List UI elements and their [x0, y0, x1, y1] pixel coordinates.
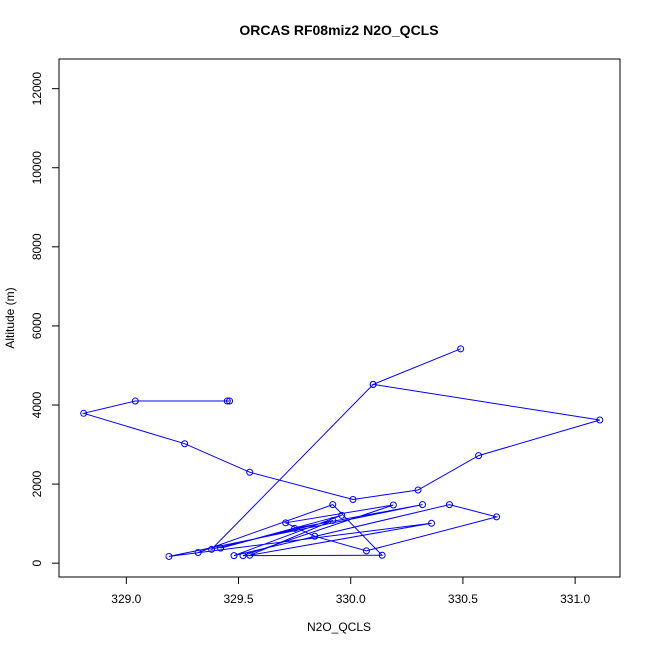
data-point [208, 545, 216, 553]
data-point [389, 501, 397, 509]
data-point [230, 552, 238, 560]
data-point [414, 486, 422, 494]
chart-title: ORCAS RF08miz2 N2O_QCLS [239, 22, 438, 38]
data-point [329, 516, 337, 524]
x-axis-label: N2O_QCLS [307, 620, 371, 634]
plot-frame [58, 58, 621, 578]
x-tick-label: 329.5 [224, 592, 254, 606]
data-point [223, 397, 231, 405]
data-point [282, 519, 290, 527]
data-point [338, 511, 346, 519]
data-point [246, 551, 254, 559]
x-tick-label: 330.5 [448, 592, 478, 606]
y-tick-label: 8000 [30, 233, 44, 260]
data-point [378, 551, 386, 559]
data-point [419, 501, 427, 509]
data-point [181, 440, 189, 448]
data-point [493, 513, 501, 521]
data-point [131, 397, 139, 405]
data-point [291, 524, 299, 532]
data-point [457, 345, 465, 353]
y-axis-label: Altitude (m) [3, 287, 17, 348]
y-tick-label: 0 [30, 560, 44, 567]
data-point [362, 547, 370, 555]
data-point [445, 501, 453, 509]
data-point [369, 380, 377, 388]
data-point [239, 552, 247, 560]
x-axis: 329.0 329.5 330.0 330.5 331.0 [111, 577, 590, 606]
data-point [311, 532, 319, 540]
y-tick-label: 4000 [30, 391, 44, 418]
y-tick-label: 2000 [30, 470, 44, 497]
data-point [226, 397, 234, 405]
data-point [246, 468, 254, 476]
y-tick-label: 6000 [30, 312, 44, 339]
series-line [81, 348, 600, 557]
data-point [349, 495, 357, 503]
x-tick-label: 329.0 [111, 592, 141, 606]
data-point [596, 416, 604, 424]
data-point [217, 544, 225, 552]
data-point [80, 409, 88, 417]
x-tick-label: 331.0 [560, 592, 590, 606]
x-tick-label: 330.0 [336, 592, 366, 606]
data-point [428, 519, 436, 527]
y-tick-label: 10000 [30, 151, 44, 185]
y-axis: 0 2000 4000 6000 8000 10000 12000 [30, 72, 59, 567]
data-point [475, 452, 483, 460]
y-tick-label: 12000 [30, 72, 44, 106]
data-point [165, 552, 173, 560]
series-group [80, 345, 604, 560]
data-point [329, 501, 337, 509]
data-point [194, 548, 202, 556]
